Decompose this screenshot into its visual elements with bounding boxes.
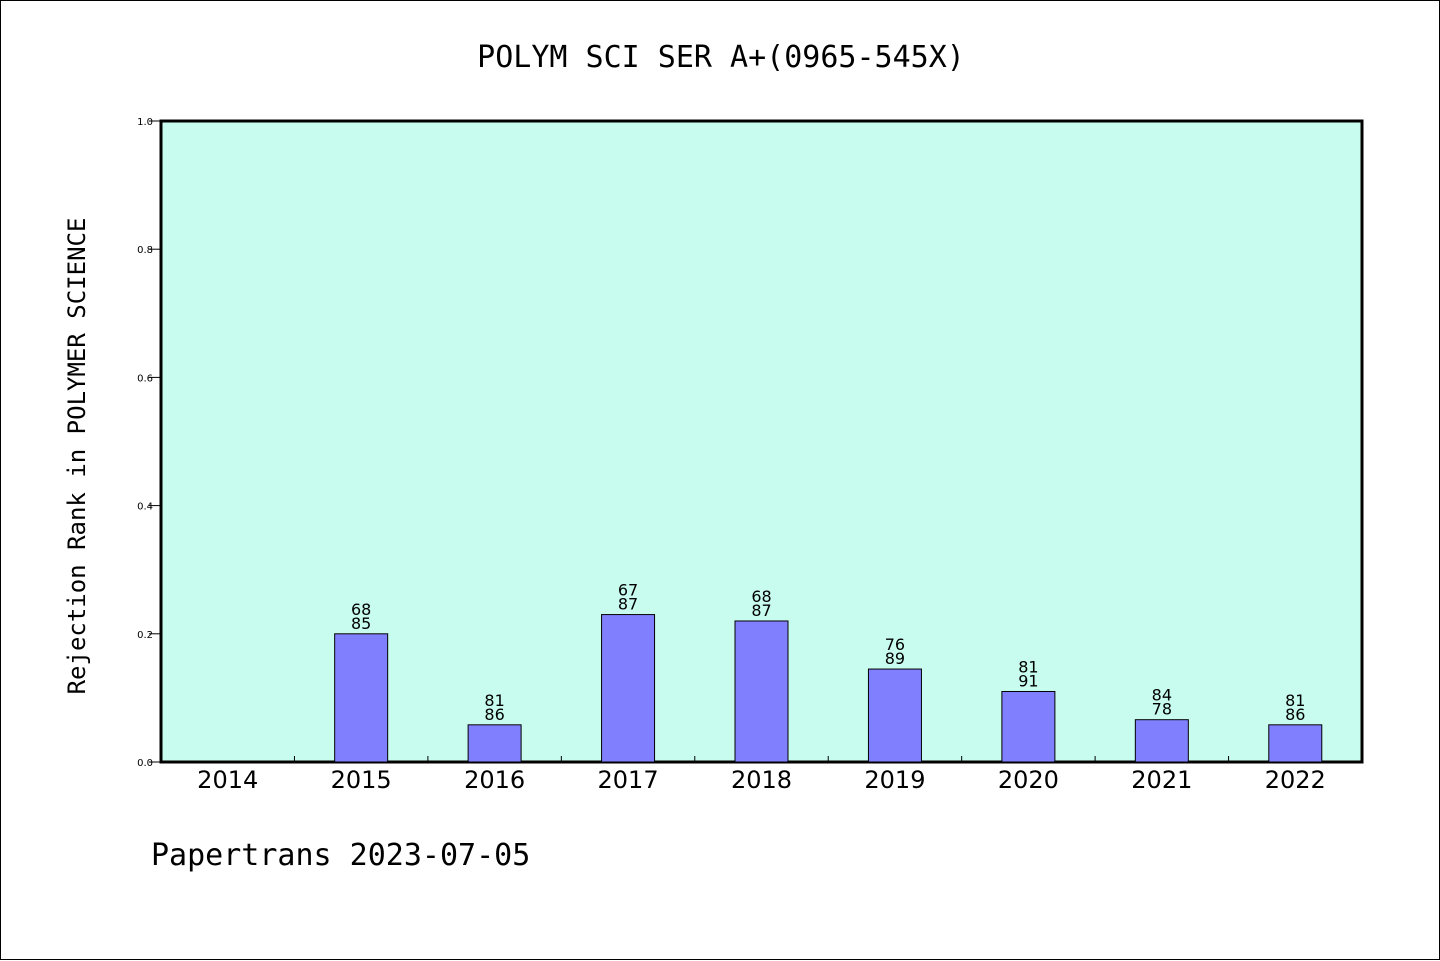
x-tick-label: 2014 xyxy=(197,766,258,794)
bar xyxy=(467,724,522,763)
data-label-bottom: 78 xyxy=(1152,700,1172,719)
bar xyxy=(867,668,922,763)
x-tick-label: 2022 xyxy=(1265,766,1326,794)
bar xyxy=(334,633,389,763)
data-label-bottom: 87 xyxy=(618,595,638,614)
bar xyxy=(1268,724,1323,763)
data-label-top: 68 xyxy=(751,587,771,606)
x-tick-label: 2018 xyxy=(731,766,792,794)
data-label-bottom: 87 xyxy=(751,601,771,620)
y-tick-label: 0.2 xyxy=(137,630,153,641)
bars-layer xyxy=(334,614,1323,763)
data-label-top: 81 xyxy=(484,691,504,710)
data-label-bottom: 86 xyxy=(1285,705,1305,724)
x-tick-label: 2015 xyxy=(331,766,392,794)
data-label-top: 81 xyxy=(1018,657,1038,676)
y-tick-label: 0.0 xyxy=(137,758,153,769)
data-label-bottom: 91 xyxy=(1018,671,1038,690)
data-label-top: 68 xyxy=(351,600,371,619)
x-tick-label: 2017 xyxy=(598,766,659,794)
x-tick-label: 2016 xyxy=(464,766,525,794)
chart-title: POLYM SCI SER A+(0965-545X) xyxy=(477,40,965,75)
data-label-top: 76 xyxy=(885,635,905,654)
data-label-bottom: 86 xyxy=(484,705,504,724)
y-tick-label: 0.8 xyxy=(137,245,153,256)
bar xyxy=(1134,719,1189,763)
bar xyxy=(734,620,789,763)
footer-text: Papertrans 2023-07-05 xyxy=(151,838,530,873)
y-axis-label: Rejection Rank in POLYMER SCIENCE xyxy=(63,218,91,695)
x-tick-label: 2019 xyxy=(864,766,925,794)
y-tick-label: 0.6 xyxy=(137,373,153,384)
data-label-top: 81 xyxy=(1285,691,1305,710)
bar xyxy=(1001,690,1056,763)
x-tick-label: 2021 xyxy=(1131,766,1192,794)
y-axis: 0.0 0.2 0.4 0.6 0.8 1.0 xyxy=(137,117,161,769)
y-tick-label: 0.4 xyxy=(137,502,153,513)
data-label-bottom: 89 xyxy=(885,649,905,668)
data-label-top: 67 xyxy=(618,581,638,600)
y-tick-label: 1.0 xyxy=(137,117,153,128)
x-tick-label: 2020 xyxy=(998,766,1059,794)
data-label-bottom: 85 xyxy=(351,614,371,633)
bar xyxy=(601,614,656,763)
x-axis: 2014 2015 2016 2017 2018 2019 2020 2021 2022 xyxy=(197,756,1326,794)
data-label-top: 84 xyxy=(1152,686,1172,705)
